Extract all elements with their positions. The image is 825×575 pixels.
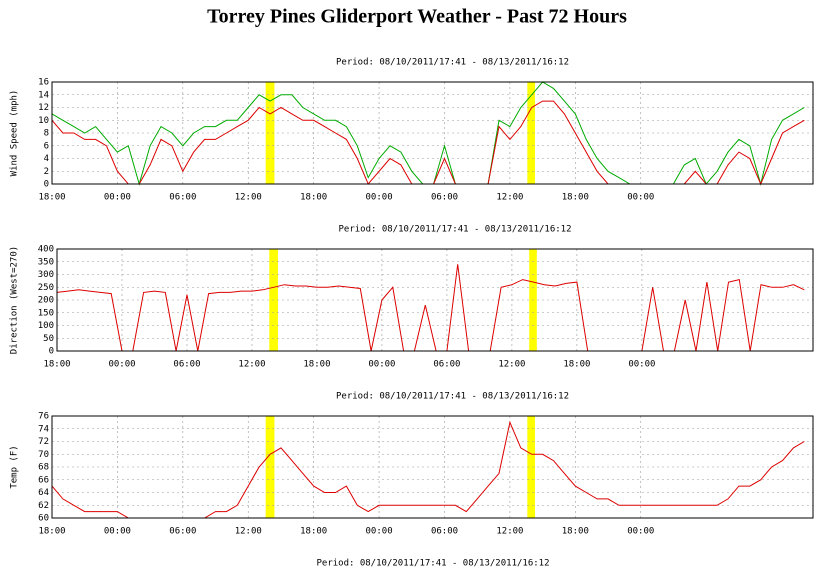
x-tick-label: 18:00: [563, 360, 590, 370]
x-tick-label: 06:00: [433, 360, 460, 370]
y-tick-label: 400: [38, 245, 54, 255]
x-tick-label: 18:00: [562, 193, 589, 203]
x-tick-label: 06:00: [173, 360, 200, 370]
highlight-band: [265, 82, 275, 184]
x-tick-label: 18:00: [303, 360, 330, 370]
y-tick-label: 10: [38, 116, 49, 126]
y-tick-label: 6: [44, 141, 49, 151]
x-tick-label: 06:00: [431, 193, 458, 203]
x-tick-label: 12:00: [235, 527, 262, 537]
plot-frame: [56, 248, 814, 352]
x-tick-label: 12:00: [235, 193, 262, 203]
y-axis-label: Wind Speed (mph): [10, 90, 20, 177]
y-tick-label: 8: [44, 129, 49, 139]
y-tick-label: 12: [38, 103, 49, 113]
x-tick-label: 00:00: [104, 193, 131, 203]
y-tick-label: 0: [49, 347, 54, 357]
plot-frame: [51, 415, 814, 519]
data-line: [51, 420, 805, 519]
y-tick-label: 74: [38, 424, 49, 434]
x-tick-label: 00:00: [366, 527, 393, 537]
x-tick-label: 12:00: [496, 193, 523, 203]
x-tick-label: 18:00: [38, 193, 65, 203]
y-tick-label: 350: [38, 257, 54, 267]
x-tick-label: 06:00: [169, 193, 196, 203]
x-tick-label: 00:00: [628, 360, 655, 370]
data-line: [51, 100, 805, 186]
x-tick-label: 00:00: [366, 193, 393, 203]
y-tick-label: 300: [38, 270, 54, 280]
y-axis-label: Temp (F): [10, 445, 20, 488]
footer: Period: 08/10/2011/17:41 - 08/13/2011/16…: [317, 559, 550, 569]
highlight-band: [265, 416, 275, 518]
y-axis-label: Direction (West=270): [10, 246, 20, 354]
data-line: [56, 264, 805, 352]
x-tick-label: 18:00: [562, 527, 589, 537]
x-tick-label: 00:00: [108, 360, 135, 370]
y-tick-label: 250: [38, 283, 54, 293]
y-tick-label: 68: [38, 463, 49, 473]
y-tick-label: 150: [38, 308, 54, 318]
y-tick-label: 50: [43, 334, 54, 344]
y-tick-label: 62: [38, 501, 49, 511]
x-tick-label: 12:00: [496, 527, 523, 537]
x-tick-label: 06:00: [169, 527, 196, 537]
chart-subtitle: Period: 08/10/2011/17:41 - 08/13/2011/16…: [336, 58, 569, 68]
page-title: Torrey Pines Gliderport Weather - Past 7…: [207, 6, 627, 28]
y-tick-label: 14: [38, 90, 49, 100]
y-tick-label: 200: [38, 296, 54, 306]
x-tick-label: 12:00: [238, 360, 265, 370]
x-tick-label: 12:00: [498, 360, 525, 370]
y-tick-label: 0: [44, 180, 49, 190]
y-tick-label: 70: [38, 450, 49, 460]
highlight-band: [527, 82, 535, 184]
y-tick-label: 100: [38, 321, 54, 331]
y-tick-label: 16: [38, 78, 49, 88]
highlight-band: [527, 416, 535, 518]
y-tick-label: 2: [44, 167, 49, 177]
x-tick-label: 00:00: [368, 360, 395, 370]
x-tick-label: 18:00: [38, 527, 65, 537]
chart-subtitle: Period: 08/10/2011/17:41 - 08/13/2011/16…: [339, 225, 572, 235]
x-tick-label: 06:00: [431, 527, 458, 537]
y-tick-label: 64: [38, 488, 49, 498]
y-tick-label: 66: [38, 475, 49, 485]
y-tick-label: 72: [38, 437, 49, 447]
y-tick-label: 4: [44, 154, 49, 164]
x-tick-label: 18:00: [43, 360, 70, 370]
chart-subtitle: Period: 08/10/2011/17:41 - 08/13/2011/16…: [336, 392, 569, 402]
plot-frame: [51, 81, 814, 185]
x-tick-label: 18:00: [300, 193, 327, 203]
x-tick-label: 00:00: [104, 527, 131, 537]
y-tick-label: 76: [38, 412, 49, 422]
y-tick-label: 60: [38, 514, 49, 524]
x-tick-label: 00:00: [627, 527, 654, 537]
x-tick-label: 00:00: [627, 193, 654, 203]
x-tick-label: 18:00: [300, 527, 327, 537]
